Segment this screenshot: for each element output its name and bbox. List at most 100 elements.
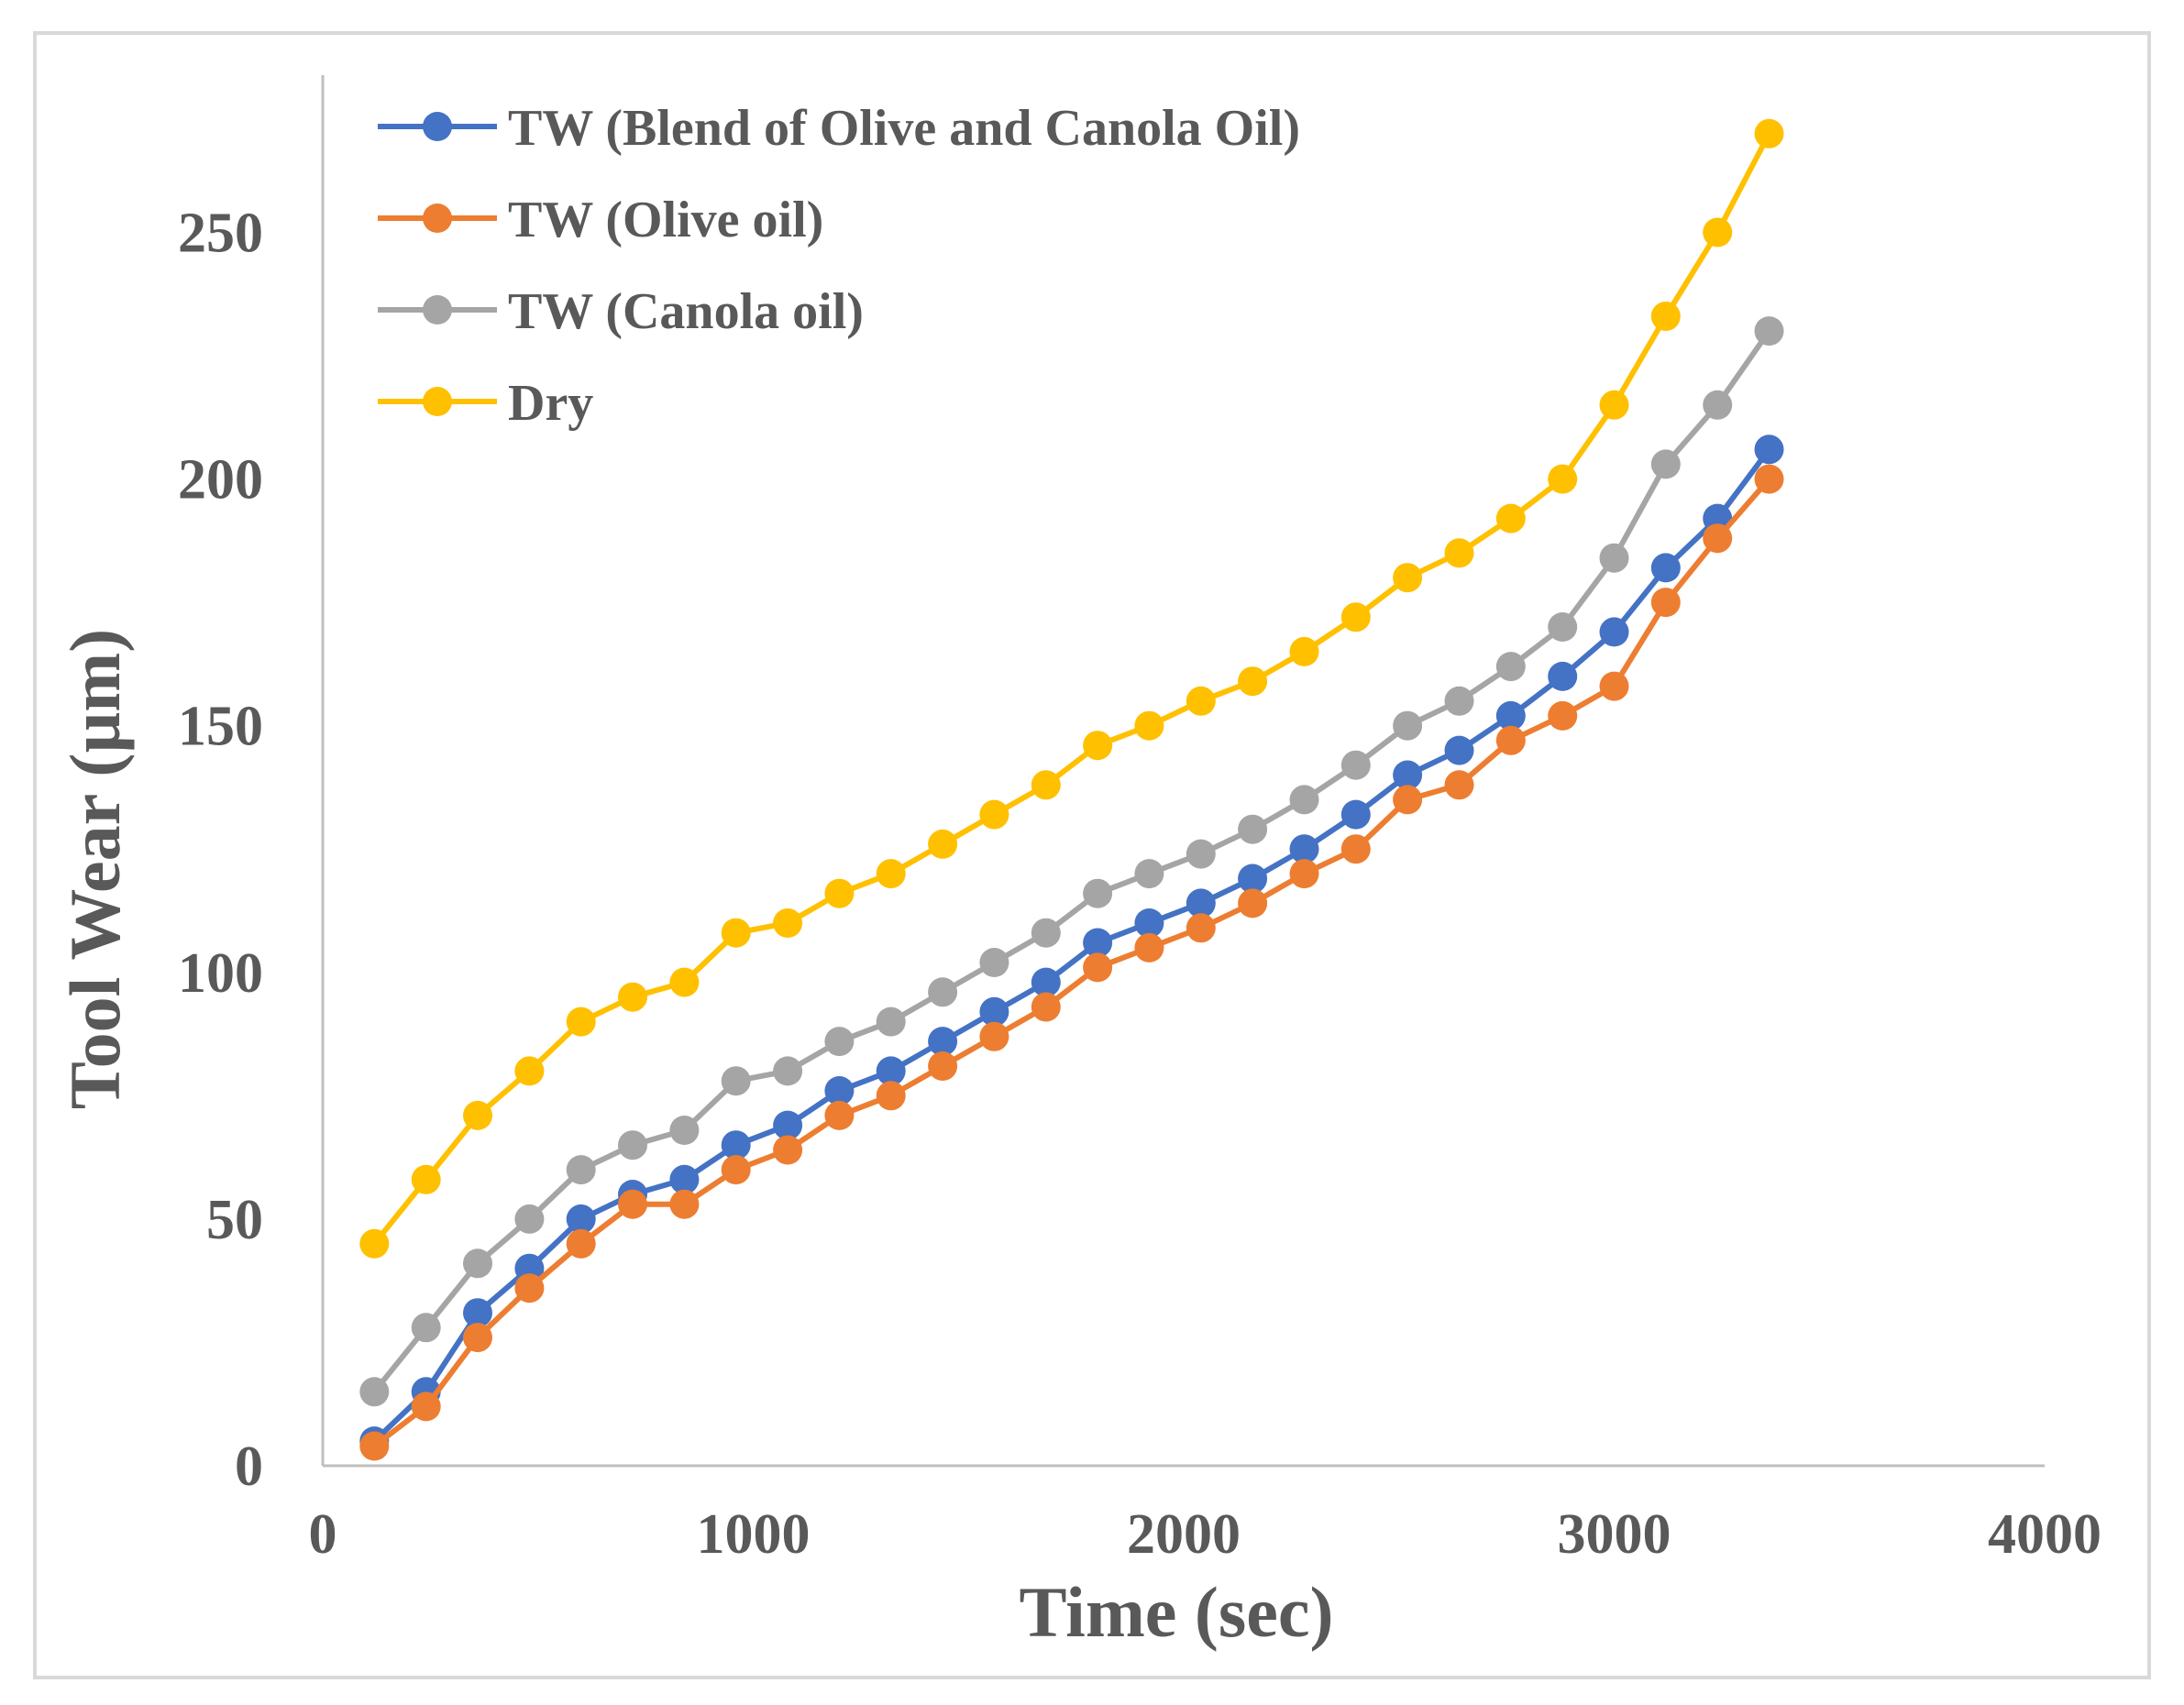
data-point [1754,316,1784,346]
series-3 [359,316,1784,1407]
data-point [1134,859,1164,889]
data-point [669,1189,700,1219]
data-point [411,1392,441,1422]
data-point [514,1056,545,1086]
data-point [1703,390,1733,420]
data-point [1754,464,1784,494]
data-point [566,1155,596,1185]
data-point [1548,661,1578,691]
data-point [566,1006,596,1037]
data-point [1444,538,1474,568]
data-point [1083,731,1113,761]
data-point [359,1228,390,1259]
data-point [1444,735,1474,765]
legend-marker [423,387,452,416]
data-point [1548,464,1578,494]
series-layer [359,118,1784,1461]
data-point [1134,908,1164,938]
data-point [1031,770,1061,800]
data-point [411,1313,441,1343]
data-point [773,1135,803,1165]
data-point [979,996,1009,1027]
data-point [1289,785,1319,815]
data-point [824,1100,855,1130]
data-point [1031,967,1061,997]
data-point [928,829,958,859]
data-point [876,1056,906,1086]
data-point [1289,859,1319,889]
data-point [1238,864,1268,894]
data-point [463,1298,492,1328]
x-axis-title: Time (sec) [1020,1572,1334,1652]
legend-item: Dry [378,375,593,432]
series-line [371,328,1772,1395]
data-point [876,859,906,889]
y-tick-label: 150 [178,696,263,758]
data-point [1134,932,1164,962]
data-point [1393,563,1423,593]
legend-item: TW (Canola oil) [378,283,864,340]
data-point [566,1228,596,1259]
data-point [1186,839,1216,869]
data-point [1393,710,1423,741]
legend-marker [423,112,452,141]
data-point [1548,612,1578,642]
data-point [669,1164,700,1194]
data-point [1083,878,1113,908]
chart-border [33,31,2151,1679]
y-axis-title: Tool Wear (µm) [55,629,135,1110]
y-tick-label: 100 [178,942,263,1005]
data-point [1393,760,1423,790]
legend-label: TW (Canola oil) [508,283,864,340]
data-point [721,918,751,948]
legend-item: TW (Olive oil) [378,192,823,248]
data-point [463,1248,492,1279]
data-point [1134,710,1164,741]
data-point [1340,834,1371,864]
data-point [1393,785,1423,815]
data-point [721,1066,751,1096]
data-point [1444,686,1474,716]
data-point [721,1130,751,1160]
x-tick-label: 2000 [1127,1503,1241,1566]
data-point [979,1021,1009,1051]
data-point [773,908,803,938]
data-point [1186,888,1216,918]
data-point [773,1056,803,1086]
data-point [1031,918,1061,948]
legend-item: TW (Blend of Olive and Canola Oil) [378,100,1300,157]
data-point [1599,543,1629,573]
data-point [463,1323,492,1353]
data-point [1754,434,1784,465]
y-tick-label: 50 [206,1189,263,1251]
data-point [824,1027,855,1057]
data-point [1599,617,1629,647]
series-line [371,446,1772,1445]
data-point [1238,814,1268,844]
data-point [1444,770,1474,800]
data-point [1495,652,1526,682]
axes: 0 50 100 150 200 250 0 1000 2000 3000 4000 [178,75,2101,1566]
data-point [1703,523,1733,554]
data-point [928,1027,958,1057]
data-point [1186,913,1216,943]
data-point [618,1130,647,1160]
data-point [1083,952,1113,983]
data-point [618,982,647,1012]
data-point [1289,834,1319,864]
data-point [514,1273,545,1304]
data-point [876,1081,906,1111]
data-point [979,948,1009,977]
data-point [1289,636,1319,666]
data-point [1238,666,1268,697]
data-point [979,799,1009,830]
data-point [721,1155,751,1185]
data-point [1599,390,1629,420]
data-point [1650,553,1681,583]
data-point [1186,686,1216,716]
series-line [371,130,1772,1247]
data-point [1599,671,1629,701]
data-point [1548,700,1578,731]
